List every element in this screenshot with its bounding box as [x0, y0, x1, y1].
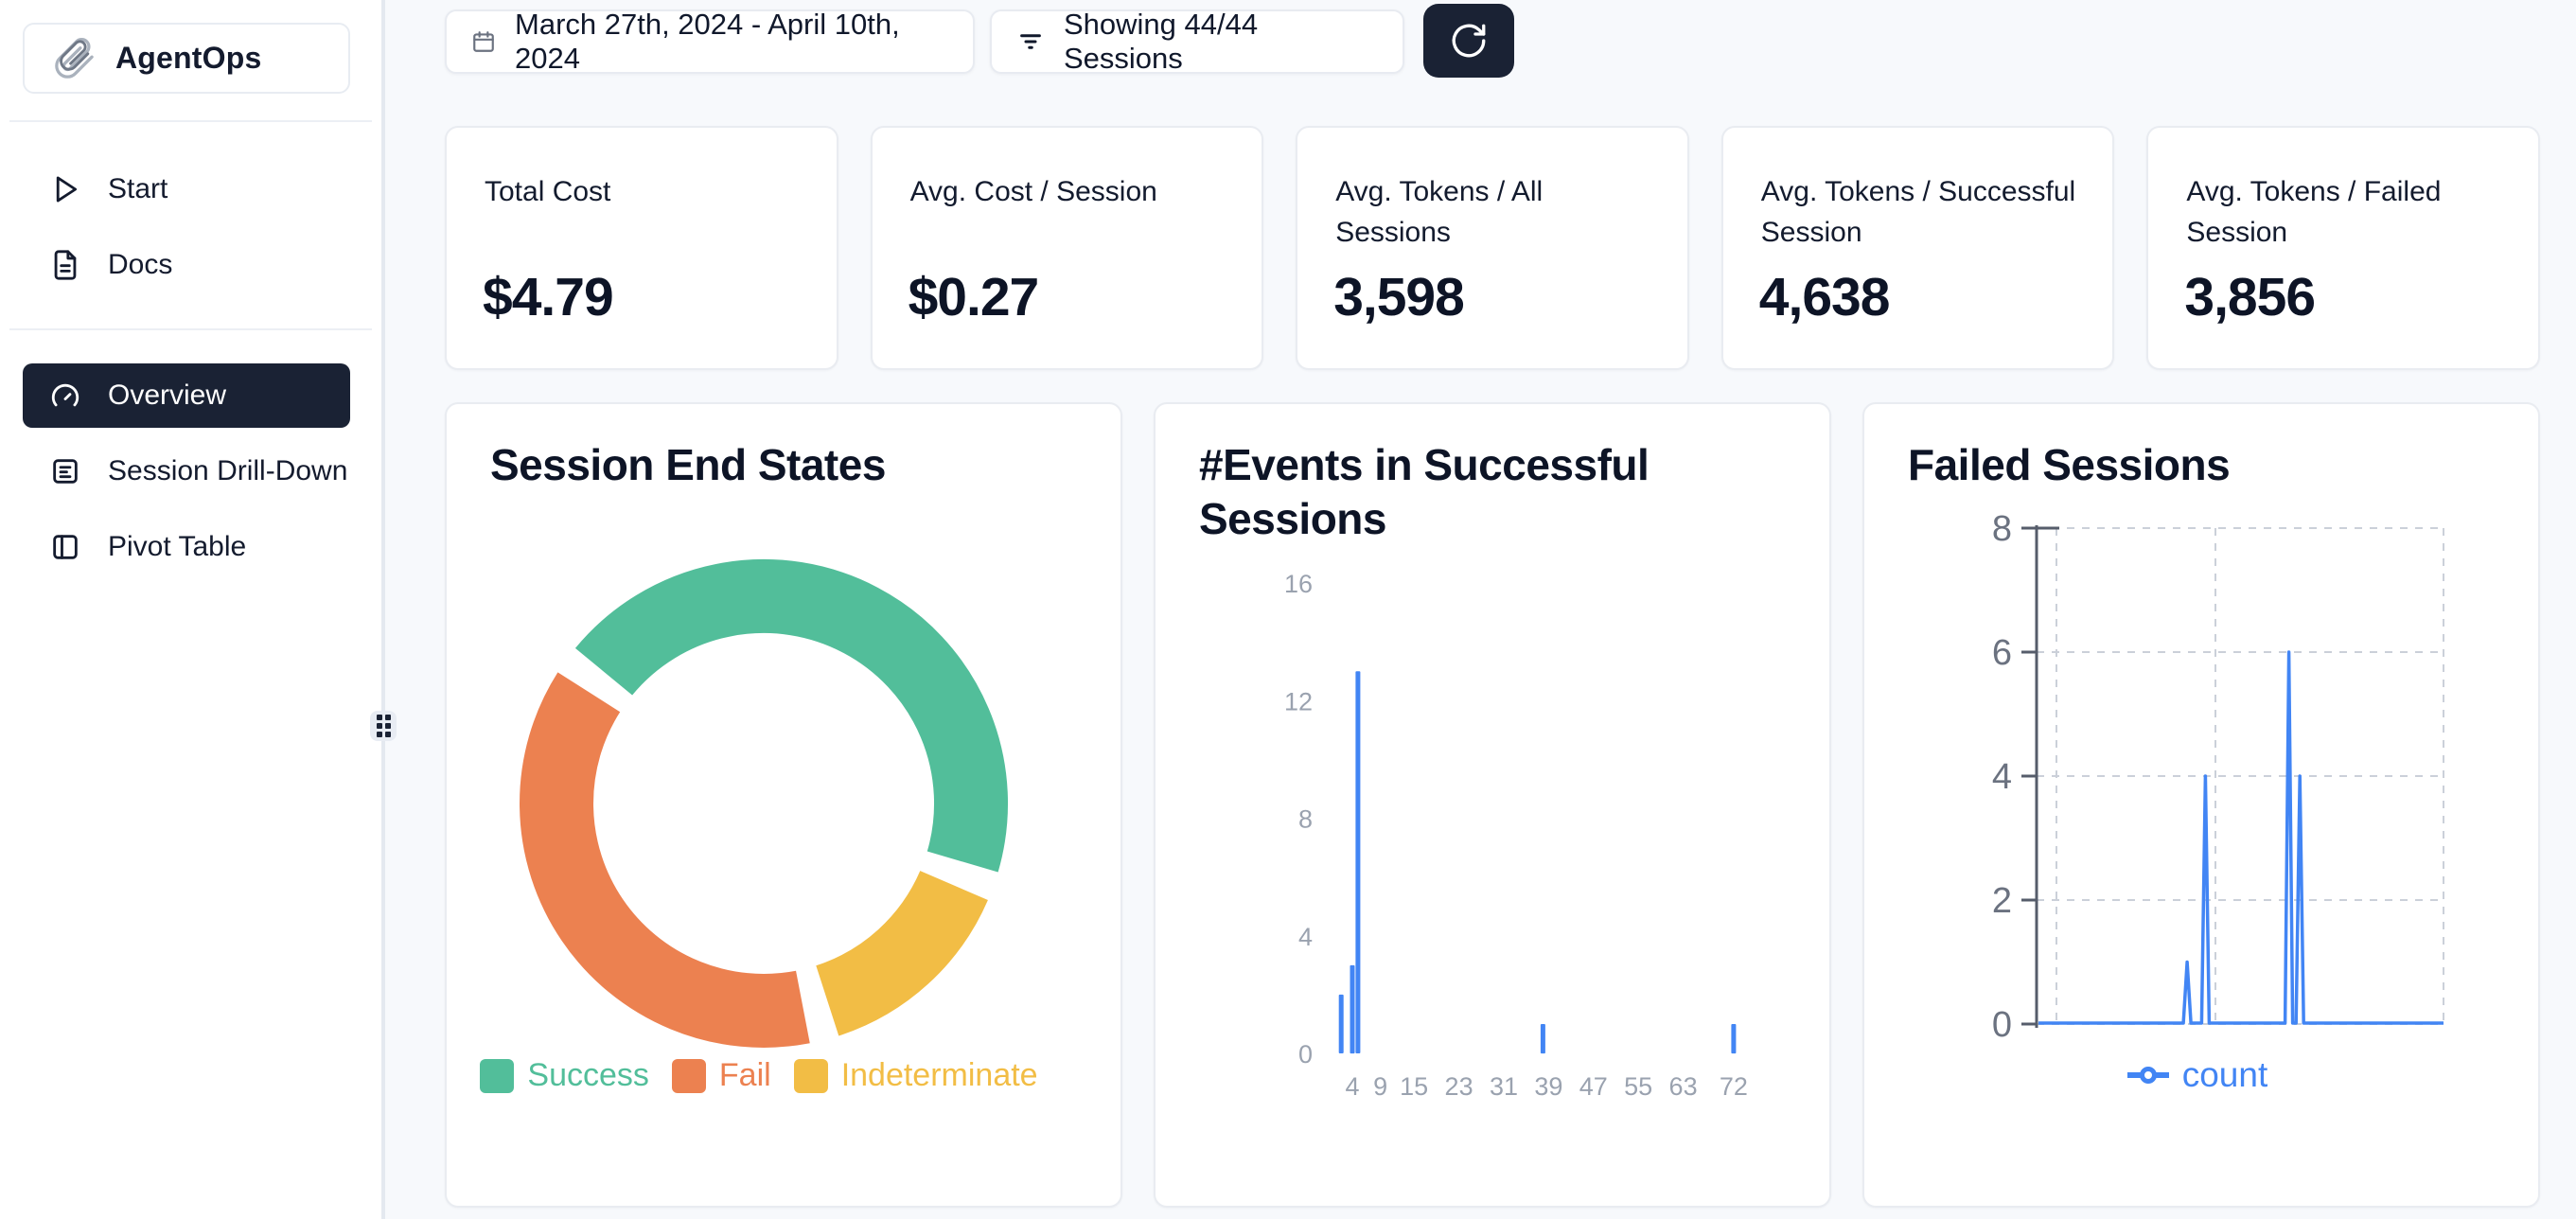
- event-bar: [1355, 671, 1361, 1053]
- app-logo[interactable]: AgentOps: [23, 23, 350, 94]
- legend-item-fail[interactable]: Fail: [671, 1057, 771, 1094]
- x-tick-label: 55: [1624, 1072, 1652, 1101]
- sidebar-item-start[interactable]: Start: [23, 157, 350, 221]
- stat-value: 3,598: [1333, 267, 1465, 327]
- stat-label: Avg. Tokens / All Sessions: [1335, 176, 1544, 248]
- sidebar-item-label: Docs: [108, 249, 173, 280]
- event-bar: [1338, 994, 1344, 1053]
- y-tick-label: 0: [1298, 1040, 1313, 1069]
- gauge-icon: [49, 380, 81, 412]
- docs-icon: [49, 249, 81, 281]
- chart-title: #Events in Successful Sessions: [1199, 440, 1650, 543]
- sidebar-item-label: Pivot Table: [108, 531, 247, 562]
- y-tick-label: 12: [1284, 687, 1313, 716]
- y-tick-label: 0: [1992, 1005, 2012, 1045]
- donut-slice-success: [574, 558, 1009, 873]
- legend-swatch: [480, 1058, 515, 1093]
- paperclip-icon: [53, 37, 97, 80]
- stat-label: Total Cost: [485, 176, 611, 207]
- x-tick-label: 4: [1345, 1072, 1359, 1101]
- count-legend-item[interactable]: count: [2037, 1055, 2358, 1095]
- y-tick-label: 8: [1298, 805, 1313, 834]
- stats-row: Total Cost $4.79 Avg. Cost / Session $0.…: [445, 126, 2540, 370]
- stat-value: $0.27: [908, 267, 1040, 327]
- sidebar-border: [381, 0, 385, 1219]
- event-bar: [1540, 1024, 1545, 1054]
- stat-label: Avg. Tokens / Successful Session: [1760, 176, 2076, 248]
- x-tick-label: 31: [1490, 1072, 1518, 1101]
- event-bar: [1350, 964, 1355, 1054]
- sidebar-resize-handle[interactable]: [370, 711, 397, 741]
- legend-swatch: [793, 1058, 828, 1093]
- y-tick-label: 16: [1284, 570, 1313, 598]
- filter-icon: [1016, 27, 1045, 56]
- y-tick-label: 6: [1992, 633, 2012, 673]
- play-icon: [49, 173, 81, 205]
- legend-label: Fail: [718, 1057, 771, 1093]
- y-tick-label: 4: [1992, 757, 2012, 797]
- x-tick-label: 9: [1373, 1072, 1387, 1101]
- panel-events-in-successful-sessions: #Events in Successful Sessions 16 12 8 4 0 4 9…: [1154, 402, 1831, 1208]
- count-legend-marker: [2126, 1067, 2169, 1084]
- app-title: AgentOps: [115, 41, 262, 75]
- chart-title: Session End States: [490, 440, 886, 489]
- y-tick-label: 4: [1298, 923, 1313, 951]
- failed-sessions-line-chart: 8 6 4 2 0: [1992, 509, 2444, 1045]
- donut-legend: Success Fail Indeterminate: [447, 1057, 1071, 1094]
- donut-chart: [520, 558, 1009, 1048]
- legend-swatch: [671, 1058, 706, 1093]
- x-tick-label: 39: [1534, 1072, 1562, 1101]
- sessions-filter-button[interactable]: Showing 44/44 Sessions: [990, 8, 1404, 75]
- panel-failed-sessions: Failed Sessions 8 6 4 2 0 count: [1862, 402, 2540, 1208]
- session-list-icon: [49, 455, 81, 487]
- panel-session-end-states: Session End States Success Fail Indetermin…: [445, 402, 1122, 1208]
- sidebar-divider-mid: [9, 328, 372, 330]
- refresh-button[interactable]: [1423, 4, 1514, 78]
- stat-value: 4,638: [1758, 267, 1891, 327]
- y-tick-label: 8: [1992, 509, 2012, 549]
- stat-value: $4.79: [483, 267, 614, 327]
- stat-value: 3,856: [2184, 267, 2316, 327]
- x-tick-label: 15: [1400, 1072, 1428, 1101]
- event-bar: [1731, 1024, 1737, 1054]
- x-tick-label: 72: [1720, 1072, 1748, 1101]
- chart-title: Failed Sessions: [1908, 440, 2231, 489]
- sessions-filter-label: Showing 44/44 Sessions: [1064, 8, 1259, 75]
- calendar-icon: [471, 29, 496, 54]
- legend-item-indeterminate[interactable]: Indeterminate: [793, 1057, 1038, 1094]
- sidebar-item-label: Overview: [108, 380, 227, 411]
- sidebar-item-label: Session Drill-Down: [108, 455, 348, 486]
- date-range-button[interactable]: March 27th, 2024 - April 10th, 2024: [445, 8, 975, 75]
- sidebar-divider-top: [9, 120, 372, 122]
- donut-slice-fail: [520, 672, 810, 1048]
- stat-label: Avg. Cost / Session: [909, 176, 1157, 207]
- y-tick-label: 2: [1992, 881, 2012, 921]
- donut-slice-indeterminate: [815, 870, 988, 1036]
- x-tick-label: 47: [1579, 1072, 1608, 1101]
- date-range-label: March 27th, 2024 - April 10th, 2024: [515, 8, 900, 75]
- stat-card-avg-tokens-failed: Avg. Tokens / Failed Session 3,856: [2146, 126, 2540, 370]
- stat-label: Avg. Tokens / Failed Session: [2186, 176, 2442, 248]
- legend-label: Success: [527, 1057, 649, 1093]
- sidebar-item-pivot-table[interactable]: Pivot Table: [23, 515, 350, 579]
- refresh-icon: [1449, 21, 1489, 61]
- pivot-table-icon: [49, 531, 81, 563]
- stat-card-avg-tokens-all: Avg. Tokens / All Sessions 3,598: [1296, 126, 1689, 370]
- count-legend-label: count: [2181, 1055, 2268, 1094]
- sidebar-item-overview[interactable]: Overview: [23, 363, 350, 428]
- stat-card-avg-tokens-successful: Avg. Tokens / Successful Session 4,638: [1720, 126, 2115, 370]
- charts-row: Session End States Success Fail Indetermin…: [445, 402, 2540, 1208]
- legend-label: Indeterminate: [840, 1057, 1038, 1093]
- stat-card-avg-cost-session: Avg. Cost / Session $0.27: [870, 126, 1264, 370]
- sidebar-item-session-drill-down[interactable]: Session Drill-Down: [23, 439, 350, 504]
- sidebar-item-docs[interactable]: Docs: [23, 233, 350, 297]
- stat-card-total-cost: Total Cost $4.79: [445, 126, 838, 370]
- sidebar: AgentOps Start Docs Overview: [0, 0, 381, 1219]
- x-tick-label: 63: [1669, 1072, 1698, 1101]
- count-line: [2038, 650, 2444, 1025]
- x-tick-label: 23: [1445, 1072, 1473, 1101]
- sidebar-item-label: Start: [108, 173, 168, 204]
- legend-item-success[interactable]: Success: [480, 1057, 649, 1094]
